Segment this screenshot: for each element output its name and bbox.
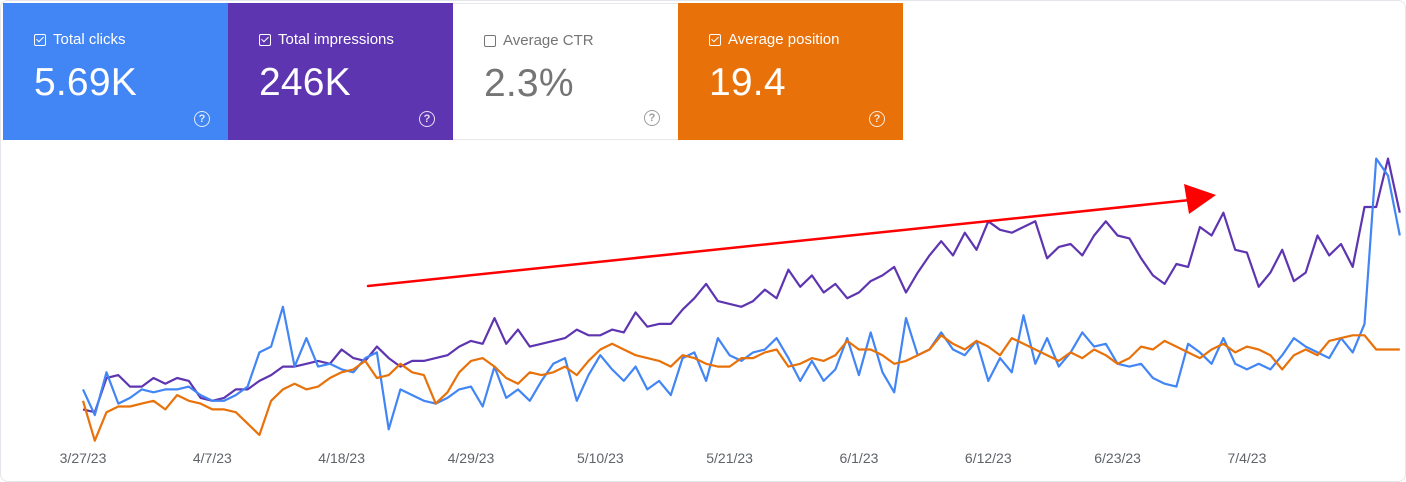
metric-label-row: Total impressions [259, 31, 453, 49]
help-icon[interactable]: ? [644, 110, 660, 126]
x-tick-label: 5/21/23 [706, 450, 753, 466]
metric-card-total-clicks[interactable]: Total clicks 5.69K ? [3, 3, 228, 140]
metric-value: 246K [259, 61, 351, 104]
metric-label-row: Average CTR [484, 32, 678, 50]
metric-label-row: Average position [709, 31, 903, 49]
x-tick-label: 6/12/23 [965, 450, 1012, 466]
x-tick-label: 6/23/23 [1094, 450, 1141, 466]
metric-label: Average position [728, 31, 840, 48]
x-tick-label: 4/29/23 [448, 450, 495, 466]
checkbox-icon[interactable] [259, 34, 271, 46]
metric-label: Total impressions [278, 31, 394, 48]
help-icon[interactable]: ? [194, 111, 210, 127]
trend-arrow-shaft [366, 198, 1192, 288]
series-line-total-impressions [82, 157, 1401, 414]
metric-label-row: Total clicks [34, 31, 228, 49]
x-tick-label: 4/18/23 [318, 450, 365, 466]
x-tick-label: 3/27/23 [60, 450, 107, 466]
metric-label: Average CTR [503, 32, 594, 49]
checkbox-icon[interactable] [709, 34, 721, 46]
series-line-total-clicks [82, 157, 1401, 431]
metric-value: 2.3% [484, 62, 574, 105]
help-icon[interactable]: ? [419, 111, 435, 127]
metric-value: 5.69K [34, 61, 137, 104]
x-tick-label: 4/7/23 [193, 450, 232, 466]
trend-arrow-head-icon [1184, 184, 1216, 214]
x-tick-label: 7/4/23 [1227, 450, 1266, 466]
x-tick-label: 6/1/23 [839, 450, 878, 466]
help-icon[interactable]: ? [869, 111, 885, 127]
metric-cards: Total clicks 5.69K ? Total impressions 2… [3, 3, 903, 140]
series-line-average-position [81, 334, 1400, 442]
checkbox-icon[interactable] [34, 34, 46, 46]
metric-card-average-position[interactable]: Average position 19.4 ? [678, 3, 903, 140]
checkbox-icon[interactable] [484, 35, 496, 47]
metric-label: Total clicks [53, 31, 126, 48]
x-tick-label: 5/10/23 [577, 450, 624, 466]
metric-value: 19.4 [709, 61, 786, 104]
metric-card-total-impressions[interactable]: Total impressions 246K ? [228, 3, 453, 140]
metric-card-average-ctr[interactable]: Average CTR 2.3% ? [453, 3, 678, 140]
